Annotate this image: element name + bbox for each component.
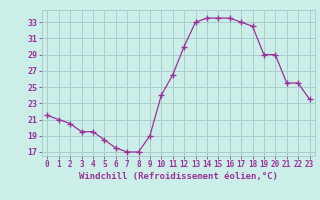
- X-axis label: Windchill (Refroidissement éolien,°C): Windchill (Refroidissement éolien,°C): [79, 172, 278, 181]
